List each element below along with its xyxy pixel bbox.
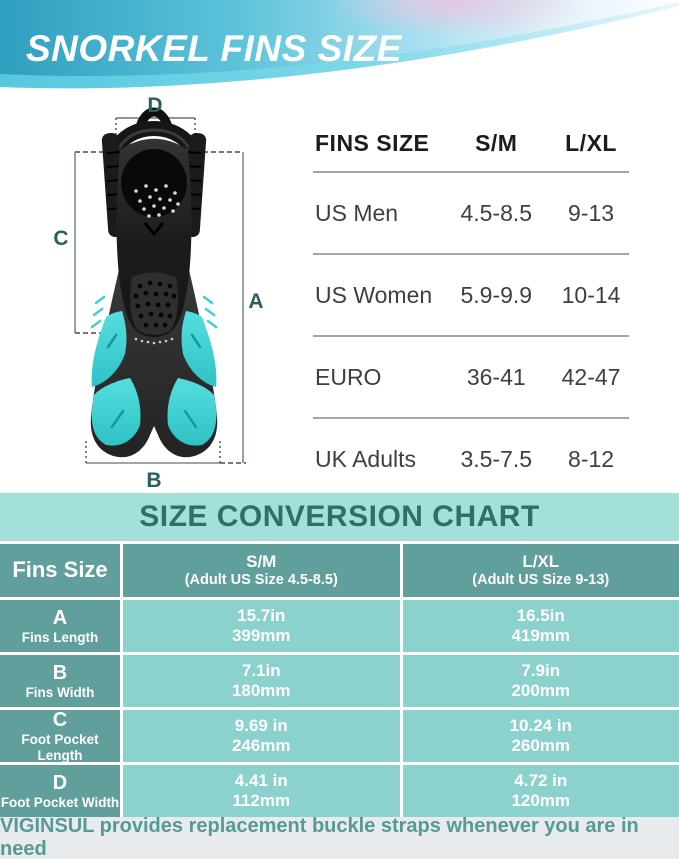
value-mm: 200mm [511, 681, 570, 701]
conversion-header-sm-size: S/M [246, 552, 276, 572]
dimension-label-d: D [147, 95, 162, 117]
fins-size-table: FINS SIZE S/M L/XL US Men 4.5-8.5 9-13 U… [313, 115, 629, 499]
conversion-header-lxl: L/XL (Adult US Size 9-13) [403, 544, 679, 597]
row-label: US Women [313, 282, 439, 309]
dimension-label-b: B [146, 469, 161, 492]
conversion-row-b-lxl: 7.9in 200mm [403, 655, 679, 707]
conversion-row-b-label: B Fins Width [0, 655, 120, 707]
value-mm: 419mm [511, 626, 570, 646]
sm-value: 5.9-9.9 [439, 282, 553, 309]
row-label: US Men [313, 200, 439, 227]
footer-note: VIGINSUL provides replacement buckle str… [0, 815, 679, 861]
dimension-name: Foot Pocket Width [1, 795, 119, 811]
value-inches: 7.1in [242, 661, 281, 681]
conversion-row-c-sm: 9.69 in 246mm [123, 710, 400, 762]
fin-foot-pocket [117, 139, 192, 345]
table-row-us-men: US Men 4.5-8.5 9-13 [313, 171, 629, 253]
conversion-row-d-lxl: 4.72 in 120mm [403, 765, 679, 817]
lxl-value: 9-13 [553, 200, 629, 227]
dimension-letter: C [53, 708, 67, 732]
conversion-row-d-sm: 4.41 in 112mm [123, 765, 400, 817]
column-header-fins-size: FINS SIZE [313, 130, 439, 157]
sm-value: 3.5-7.5 [439, 446, 553, 473]
conversion-row-c-lxl: 10.24 in 260mm [403, 710, 679, 762]
conversion-header-lxl-size: L/XL [522, 552, 559, 572]
dimension-label-a: A [248, 290, 263, 313]
conversion-row-d-label: D Foot Pocket Width [0, 765, 120, 817]
dimension-letter: A [53, 606, 67, 630]
page-title: SNORKEL FINS SIZE [26, 28, 402, 70]
conversion-header-fins-size: Fins Size [0, 544, 120, 597]
value-mm: 112mm [232, 791, 290, 811]
footer-note-bar: VIGINSUL provides replacement buckle str… [0, 817, 679, 859]
sm-value: 36-41 [439, 364, 553, 391]
table-row-uk-adults: UK Adults 3.5-7.5 8-12 [313, 417, 629, 499]
conversion-header-lxl-range: (Adult US Size 9-13) [472, 572, 609, 589]
conversion-row-a-label: A Fins Length [0, 600, 120, 652]
dimension-name: Fins Length [22, 630, 99, 646]
conversion-chart-table: Fins Size S/M (Adult US Size 4.5-8.5) L/… [0, 541, 679, 817]
conversion-row-c-label: C Foot Pocket Length [0, 710, 120, 762]
value-mm: 120mm [511, 791, 570, 811]
sm-value: 4.5-8.5 [439, 200, 553, 227]
conversion-row-a-lxl: 16.5in 419mm [403, 600, 679, 652]
value-inches: 4.72 in [514, 771, 567, 791]
table-row-us-women: US Women 5.9-9.9 10-14 [313, 253, 629, 335]
dimension-name: Fins Width [26, 685, 95, 701]
fin-illustration: D C A B [28, 95, 280, 493]
conversion-header-sm-range: (Adult US Size 4.5-8.5) [185, 572, 338, 589]
dimension-name: Foot Pocket Length [0, 732, 120, 764]
dimension-line-a [220, 152, 246, 463]
value-inches: 4.41 in [235, 771, 288, 791]
row-label: EURO [313, 364, 439, 391]
table-row-euro: EURO 36-41 42-47 [313, 335, 629, 417]
value-mm: 399mm [232, 626, 291, 646]
value-mm: 260mm [511, 736, 570, 756]
figure-and-table-section: D C A B FINS SIZE S/M L/XL US Men 4.5-8.… [0, 95, 679, 493]
value-mm: 246mm [232, 736, 291, 756]
lxl-value: 42-47 [553, 364, 629, 391]
dimension-letter: B [53, 661, 67, 685]
conversion-header-sm: S/M (Adult US Size 4.5-8.5) [123, 544, 400, 597]
value-mm: 180mm [232, 681, 291, 701]
fin-diagram: D C A B [28, 95, 280, 493]
lxl-value: 8-12 [553, 446, 629, 473]
value-inches: 9.69 in [235, 716, 288, 736]
conversion-row-a-sm: 15.7in 399mm [123, 600, 400, 652]
header-banner: SNORKEL FINS SIZE [0, 0, 679, 95]
value-inches: 7.9in [521, 661, 560, 681]
value-inches: 15.7in [237, 606, 285, 626]
dimension-label-c: C [53, 227, 68, 250]
conversion-row-b-sm: 7.1in 180mm [123, 655, 400, 707]
column-header-sm: S/M [439, 130, 553, 157]
row-label: UK Adults [313, 446, 439, 473]
value-inches: 16.5in [517, 606, 565, 626]
lxl-value: 10-14 [553, 282, 629, 309]
conversion-chart-title: SIZE CONVERSION CHART [0, 493, 679, 541]
value-inches: 10.24 in [510, 716, 572, 736]
column-header-lxl: L/XL [553, 130, 629, 157]
fins-size-table-header: FINS SIZE S/M L/XL [313, 115, 629, 171]
dimension-letter: D [53, 771, 67, 795]
